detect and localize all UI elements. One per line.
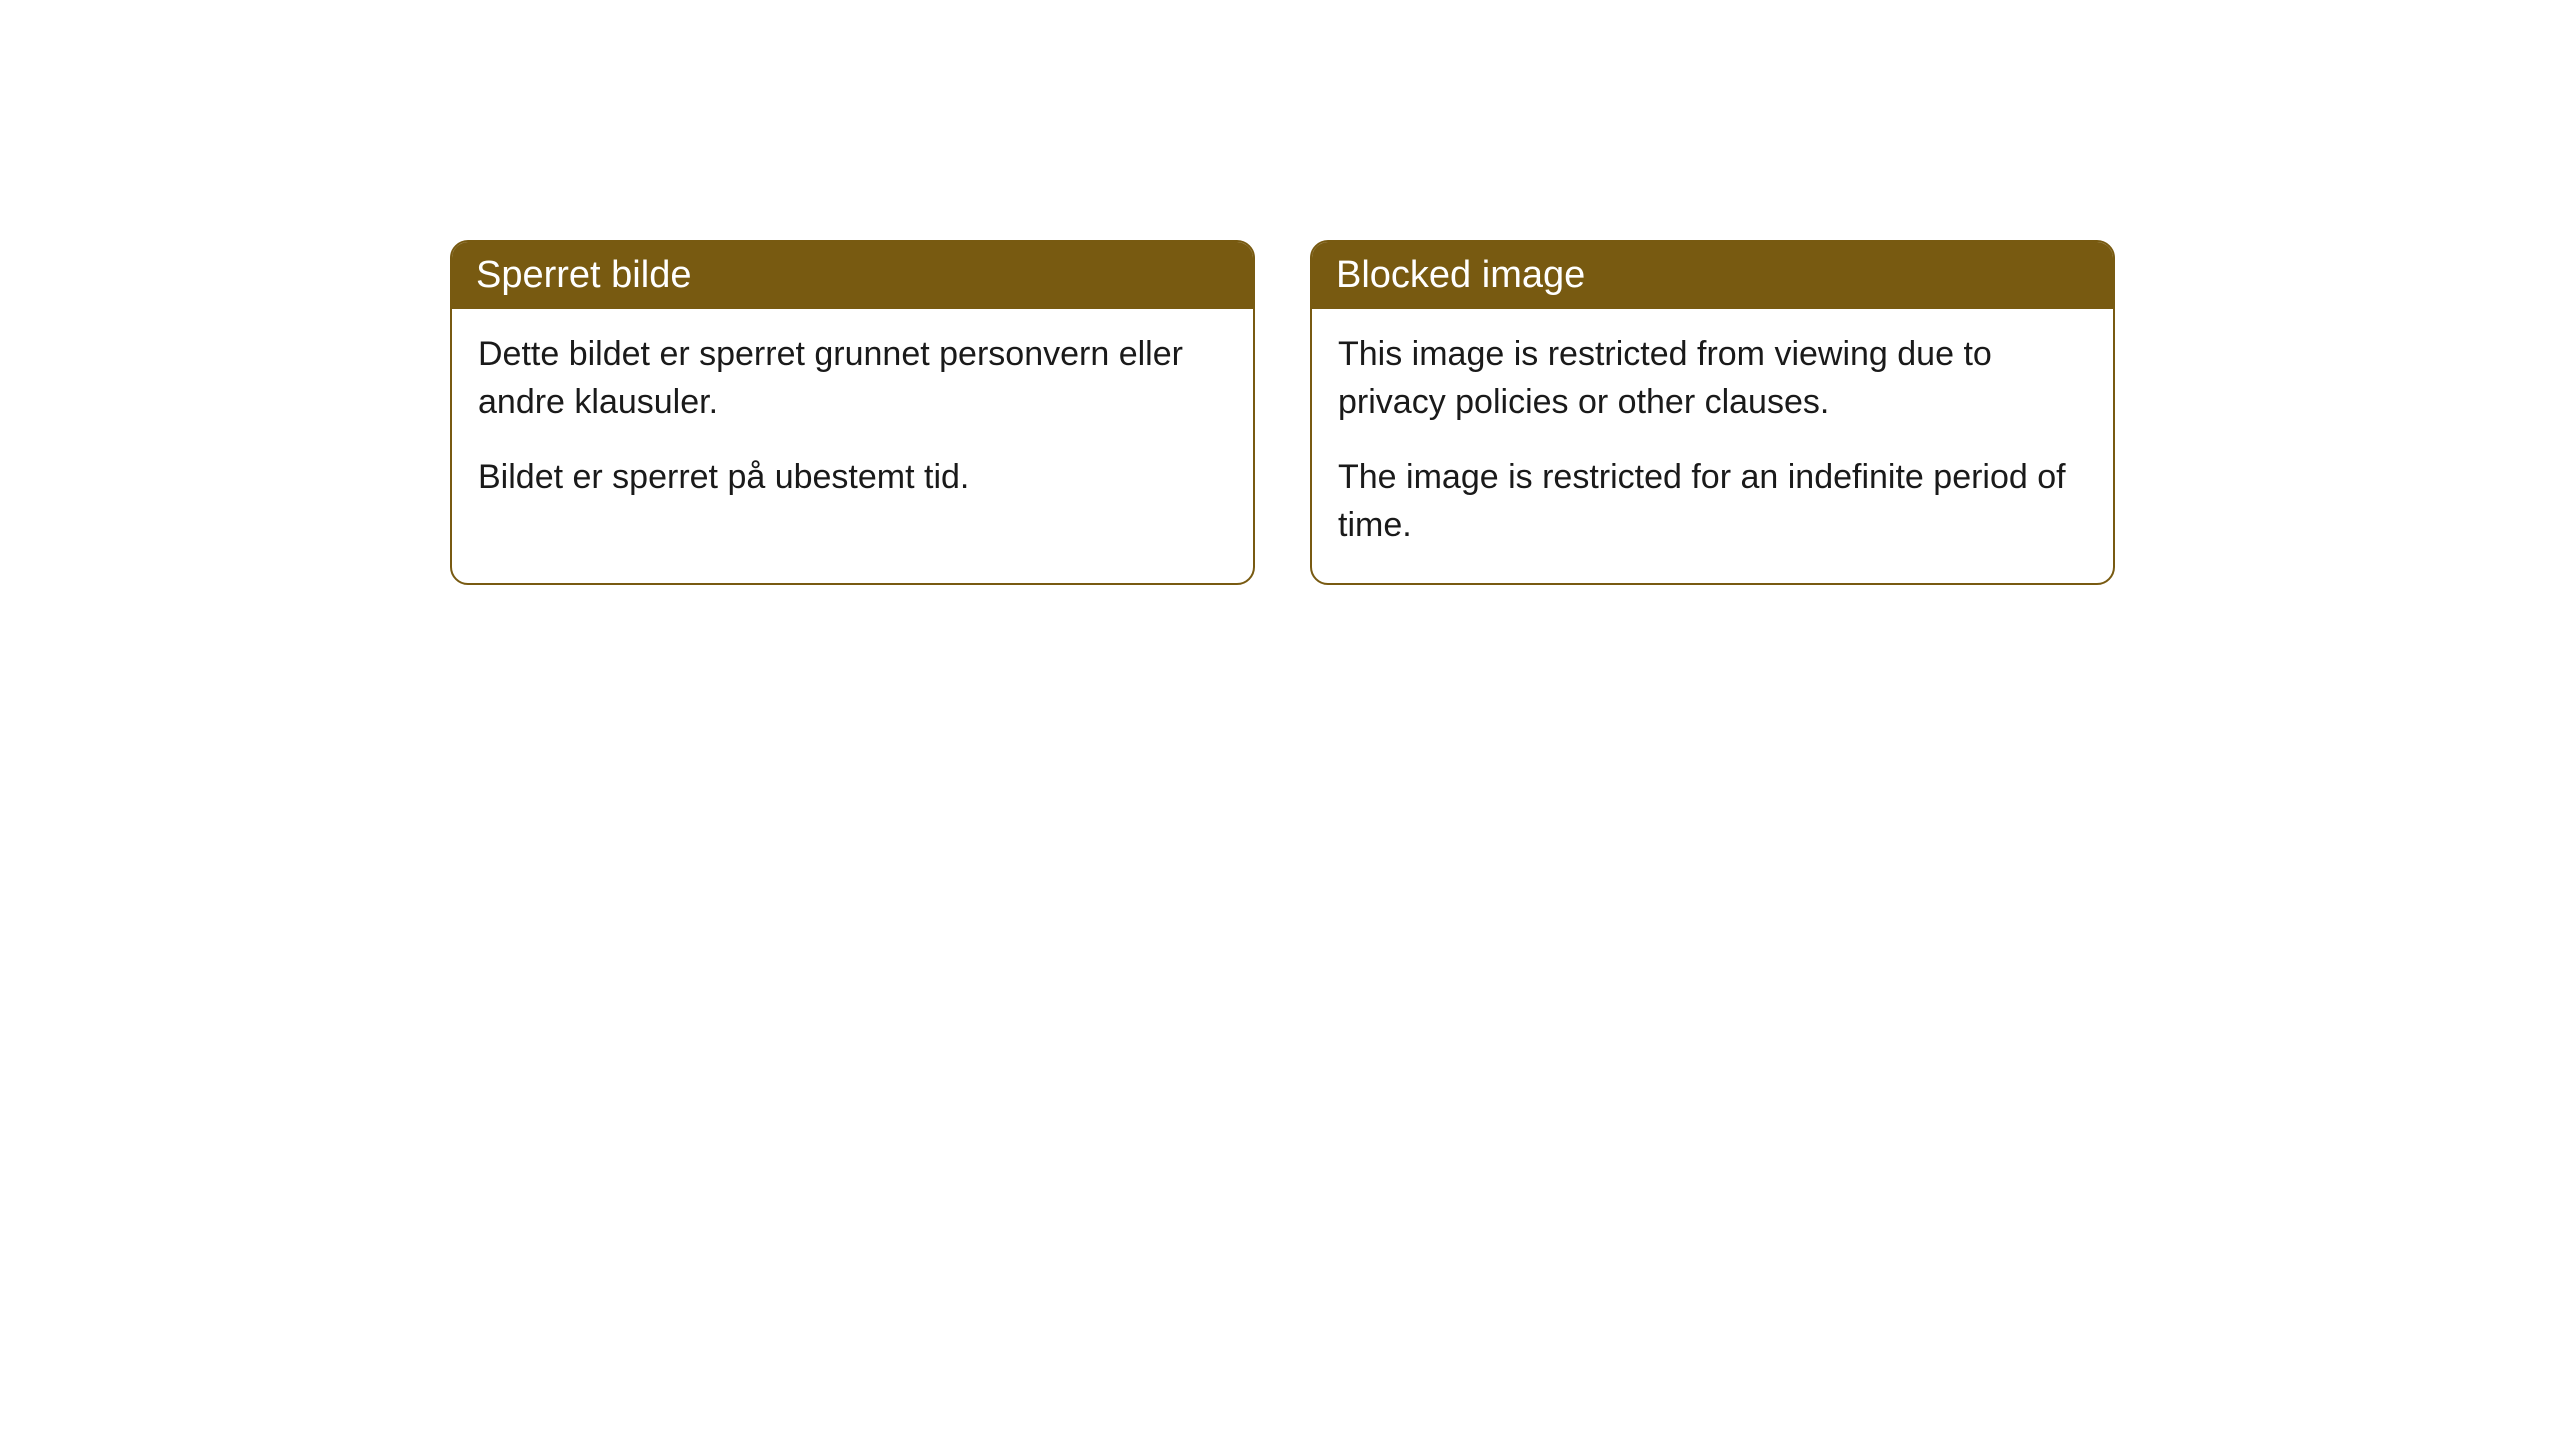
card-body-norwegian: Dette bildet er sperret grunnet personve…	[452, 309, 1253, 536]
notice-cards-container: Sperret bilde Dette bildet er sperret gr…	[450, 240, 2115, 585]
card-paragraph: Dette bildet er sperret grunnet personve…	[478, 331, 1227, 426]
notice-card-norwegian: Sperret bilde Dette bildet er sperret gr…	[450, 240, 1255, 585]
card-header-english: Blocked image	[1312, 242, 2113, 309]
card-title: Blocked image	[1336, 254, 1585, 296]
card-title: Sperret bilde	[476, 254, 691, 296]
card-paragraph: The image is restricted for an indefinit…	[1338, 454, 2087, 549]
card-header-norwegian: Sperret bilde	[452, 242, 1253, 309]
card-paragraph: Bildet er sperret på ubestemt tid.	[478, 454, 1227, 502]
card-body-english: This image is restricted from viewing du…	[1312, 309, 2113, 583]
card-paragraph: This image is restricted from viewing du…	[1338, 331, 2087, 426]
notice-card-english: Blocked image This image is restricted f…	[1310, 240, 2115, 585]
